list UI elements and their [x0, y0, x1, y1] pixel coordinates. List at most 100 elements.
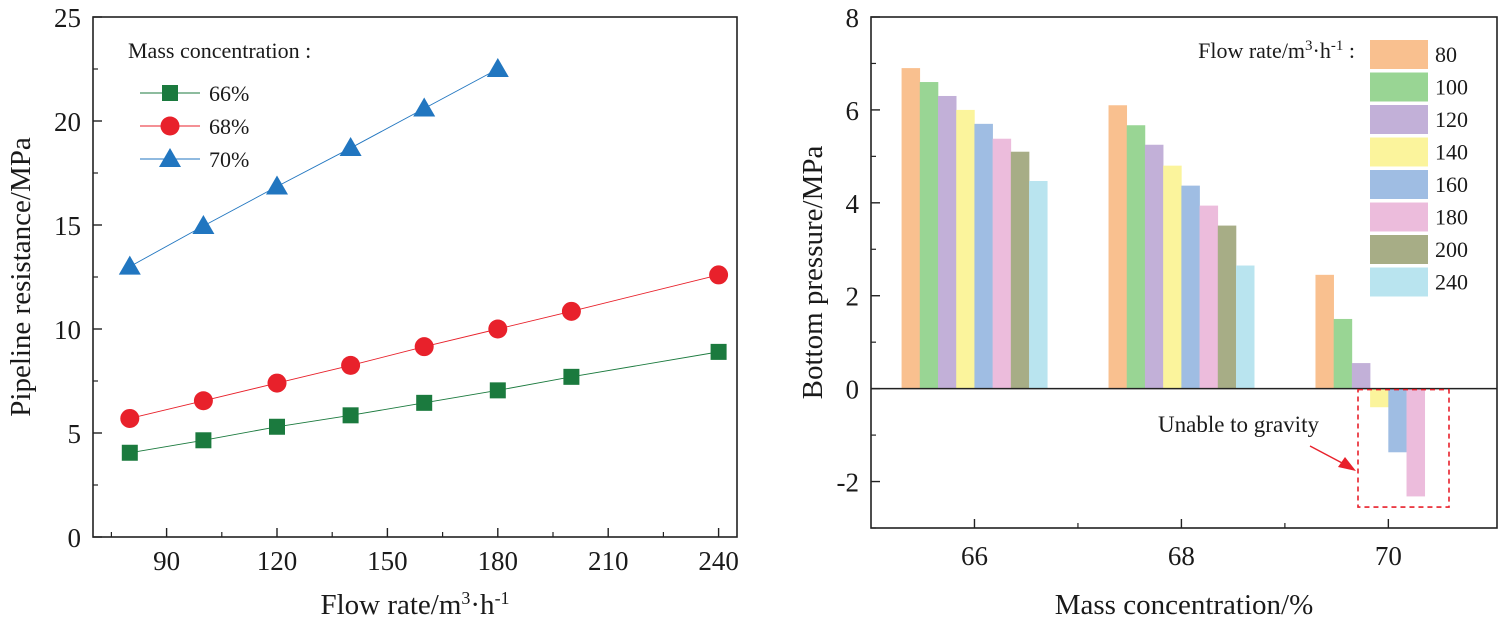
right-plot-frame	[870, 16, 1498, 529]
unable-to-gravity-annotation: Unable to gravity	[1158, 388, 1450, 508]
right-y-tick-label: 6	[846, 96, 860, 126]
left-y-tick-label: 5	[68, 419, 82, 449]
left-x-tick-label: 120	[257, 546, 298, 576]
right-legend-title-sup2: -1	[1331, 38, 1344, 54]
left-legend-title: Mass concentration :	[128, 38, 311, 63]
data-point-66pct	[269, 418, 285, 435]
legend-swatch-240	[1370, 267, 1428, 297]
right-legend-title-tail: :	[1343, 38, 1355, 63]
bar-120-at-66	[938, 95, 957, 389]
bar-100-at-70	[1333, 318, 1353, 389]
right-y-tick-label: 8	[846, 3, 860, 33]
left-series-group	[118, 58, 729, 461]
legend-swatch-100	[1370, 72, 1428, 102]
data-point-66pct	[416, 394, 433, 411]
left-x-axis-label-base: Flow rate/m	[320, 589, 461, 621]
bar-80-at-68	[1108, 105, 1128, 389]
legend-label-66pct: 66%	[209, 81, 249, 106]
series-line-70pct	[129, 68, 499, 267]
data-point-66pct	[563, 368, 580, 385]
bar-80-at-66	[901, 68, 921, 389]
legend-marker-66pct	[162, 85, 178, 101]
data-point-68pct	[193, 391, 213, 411]
data-point-66pct	[121, 444, 138, 461]
bar-180-at-66	[992, 138, 1012, 389]
bar-180-at-70	[1406, 388, 1426, 497]
legend-label-160: 160	[1435, 172, 1468, 197]
legend-marker-68pct	[160, 116, 180, 136]
legend-label-68pct: 68%	[209, 114, 249, 139]
data-point-70pct	[486, 58, 509, 77]
right-x-axis-label: Mass concentration/%	[1055, 589, 1314, 621]
data-point-70pct	[339, 137, 362, 157]
data-point-66pct	[489, 382, 506, 399]
legend-label-240: 240	[1435, 270, 1468, 295]
annotation-text: Unable to gravity	[1158, 412, 1319, 437]
left-x-tick-label: 210	[588, 546, 629, 576]
bottom-pressure-chart: 8 6 4 2 0 -2 66 68 70 Flow rate/m3·h-1 : 80 100 12…	[797, 3, 1498, 621]
left-x-tick-label: 240	[698, 546, 739, 576]
left-y-tick-label: 25	[54, 3, 81, 33]
left-y-tick-label: 20	[54, 107, 81, 137]
left-x-tick-label: 150	[367, 546, 408, 576]
bar-80-at-70	[1315, 274, 1334, 389]
legend-label-100: 100	[1435, 75, 1468, 100]
bar-240-at-66	[1029, 180, 1048, 389]
left-x-tick-label: 180	[478, 546, 519, 576]
bar-140-at-70	[1370, 388, 1389, 408]
bar-100-at-68	[1126, 125, 1146, 389]
left-y-tick-label: 0	[68, 523, 82, 553]
data-point-70pct	[118, 255, 141, 275]
bar-200-at-68	[1217, 225, 1237, 389]
right-y-tick-label: 0	[846, 375, 860, 405]
left-x-tick-label: 90	[153, 546, 180, 576]
data-point-66pct	[195, 432, 212, 449]
right-x-tick-label: 68	[1168, 541, 1195, 571]
left-x-axis-label-mid: ·h	[470, 589, 495, 621]
right-x-tick-label: 70	[1375, 541, 1402, 571]
right-legend-title-sup1: 3	[1305, 38, 1313, 54]
data-point-70pct	[266, 175, 288, 195]
right-legend-title-base: Flow rate/m	[1198, 38, 1305, 63]
legend-swatch-200	[1370, 235, 1428, 264]
right-y-tick-label: -2	[837, 468, 860, 498]
legend-swatch-160	[1370, 170, 1428, 199]
left-x-axis-label-sup2: -1	[495, 588, 510, 608]
bar-120-at-70	[1351, 363, 1371, 389]
data-point-68pct	[561, 301, 581, 321]
bar-180-at-68	[1199, 205, 1219, 389]
data-point-68pct	[709, 265, 729, 285]
data-point-68pct	[414, 337, 434, 357]
legend-swatch-80	[1370, 40, 1428, 69]
data-point-70pct	[192, 215, 215, 235]
data-point-66pct	[342, 407, 359, 424]
annotation-arrow	[1309, 445, 1345, 465]
right-bars-group	[901, 68, 1426, 497]
legend-swatch-180	[1370, 202, 1428, 232]
legend-label-80: 80	[1435, 42, 1457, 67]
left-x-axis-label-sup1: 3	[461, 588, 470, 608]
right-axis-ticks: 8 6 4 2 0 -2 66 68 70	[837, 3, 1402, 571]
data-point-68pct	[120, 408, 140, 428]
left-x-axis-label: Flow rate/m3·h-1	[320, 588, 509, 621]
left-y-tick-label: 10	[54, 315, 81, 345]
series-line-66pct	[129, 351, 719, 454]
legend-swatch-140	[1370, 137, 1428, 167]
left-axis-ticks: 90 120 150 180 210 240 0 5 10 15 20 25	[54, 3, 739, 576]
left-plot-frame	[92, 16, 738, 538]
right-y-axis-label: Bottom pressure/MPa	[797, 146, 829, 400]
right-x-tick-label: 66	[961, 541, 988, 571]
right-legend: Flow rate/m3·h-1 : 80 100 120 140 160 180 200 2…	[1198, 38, 1468, 297]
bar-160-at-68	[1181, 185, 1200, 389]
pipeline-resistance-chart: 90 120 150 180 210 240 0 5 10 15 20 25 Mass concent…	[5, 3, 739, 621]
bar-140-at-66	[956, 109, 975, 389]
left-legend: Mass concentration : 66% 68% 70%	[128, 38, 311, 172]
bar-100-at-66	[919, 82, 939, 389]
bar-240-at-68	[1236, 265, 1255, 389]
annotation-arrowhead	[1338, 457, 1356, 471]
data-point-68pct	[341, 355, 361, 375]
legend-label-120: 120	[1435, 107, 1468, 132]
legend-marker-70pct	[159, 148, 181, 167]
annotation-dashed-box	[1357, 388, 1450, 508]
bar-120-at-68	[1144, 144, 1164, 389]
